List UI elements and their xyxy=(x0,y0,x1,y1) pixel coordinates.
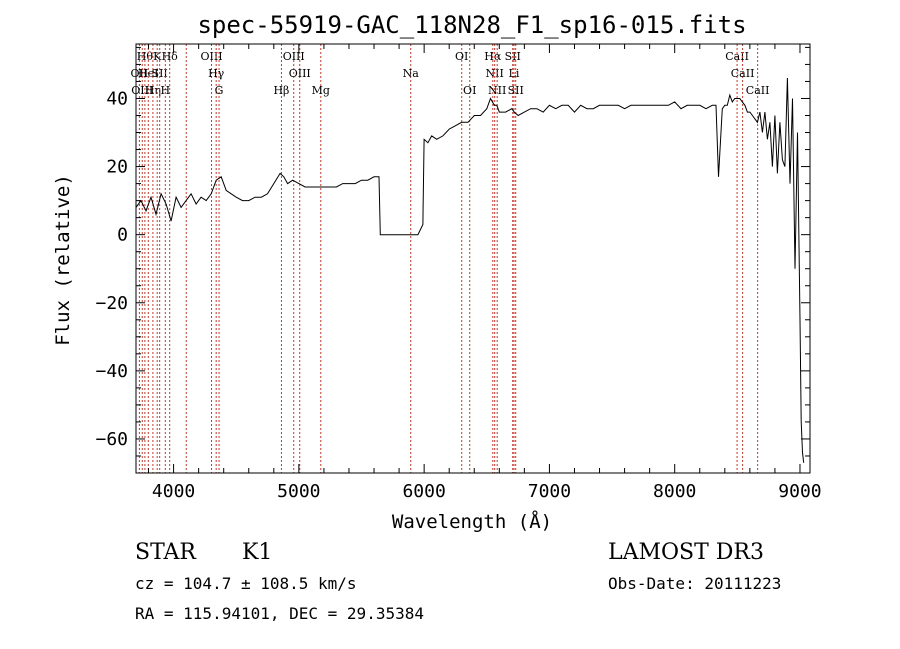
x-tick-label-3: 7000 xyxy=(528,481,571,502)
line-label-7: H xyxy=(161,84,171,97)
line-label-2: Hθ xyxy=(137,50,154,63)
line-label-0: OII xyxy=(131,67,149,80)
x-tick-label-2: 6000 xyxy=(402,481,445,502)
object-subclass: K1 xyxy=(242,540,272,565)
line-label-16: Mg xyxy=(312,84,330,97)
line-label-18: OI xyxy=(455,50,468,63)
plot-axes: 4000 5000 6000 7000 8000 9000 −60 −40 −20 0 20 40 xyxy=(95,43,822,502)
y-tick-label-3: 0 xyxy=(117,225,128,246)
line-label-12: G xyxy=(215,84,224,97)
line-label-21: NII xyxy=(486,67,504,80)
y-axis-label: Flux (relative) xyxy=(52,174,74,346)
line-label-24: Li xyxy=(509,67,520,80)
line-label-25: SII xyxy=(508,84,524,97)
y-tick-label-4: 20 xyxy=(106,157,128,178)
line-label-11: Hγ xyxy=(208,67,225,80)
plot-frame xyxy=(135,43,811,474)
line-label-15: OIII xyxy=(289,67,311,80)
line-label-8: Hδ xyxy=(162,50,179,63)
line-label-6: SII xyxy=(152,67,168,80)
line-label-28: CaII xyxy=(746,84,770,97)
redshift-velocity: cz = 104.7 ± 108.5 km/s xyxy=(135,574,357,593)
line-label-14: OIII xyxy=(283,50,305,63)
line-label-5: K xyxy=(153,50,162,63)
y-tick-label-5: 40 xyxy=(106,88,128,109)
x-tick-label-1: 5000 xyxy=(277,481,320,502)
observation-date: Obs-Date: 20111223 xyxy=(608,574,781,593)
line-label-22: NII xyxy=(488,84,506,97)
line-label-13: Hβ xyxy=(273,84,289,97)
line-label-23: SII xyxy=(505,50,521,63)
spectrum-plot xyxy=(136,77,805,463)
x-tick-label-5: 9000 xyxy=(778,481,821,502)
chart-title: spec-55919-GAC_118N28_F1_sp16-015.fits xyxy=(197,11,746,39)
x-axis-label: Wavelength (Å) xyxy=(392,510,552,533)
y-tick-label-0: −60 xyxy=(95,429,128,450)
line-label-17: Na xyxy=(403,67,420,80)
line-label-26: CaII xyxy=(725,50,749,63)
y-tick-label-1: −40 xyxy=(95,361,128,382)
line-label-27: CaII xyxy=(731,67,755,80)
y-tick-label-2: −20 xyxy=(95,293,128,314)
object-class: STAR xyxy=(135,540,197,565)
x-tick-label-4: 8000 xyxy=(653,481,696,502)
line-label-19: OI xyxy=(463,84,476,97)
line-label-10: OIII xyxy=(201,50,223,63)
ra-dec-coordinates: RA = 115.94101, DEC = 29.35384 xyxy=(135,604,424,623)
spectrum-line-0 xyxy=(136,77,805,463)
x-tick-label-0: 4000 xyxy=(152,481,195,502)
survey-name: LAMOST DR3 xyxy=(608,540,764,565)
line-label-4: Hη xyxy=(145,84,161,97)
line-label-20: Hα xyxy=(484,50,502,63)
